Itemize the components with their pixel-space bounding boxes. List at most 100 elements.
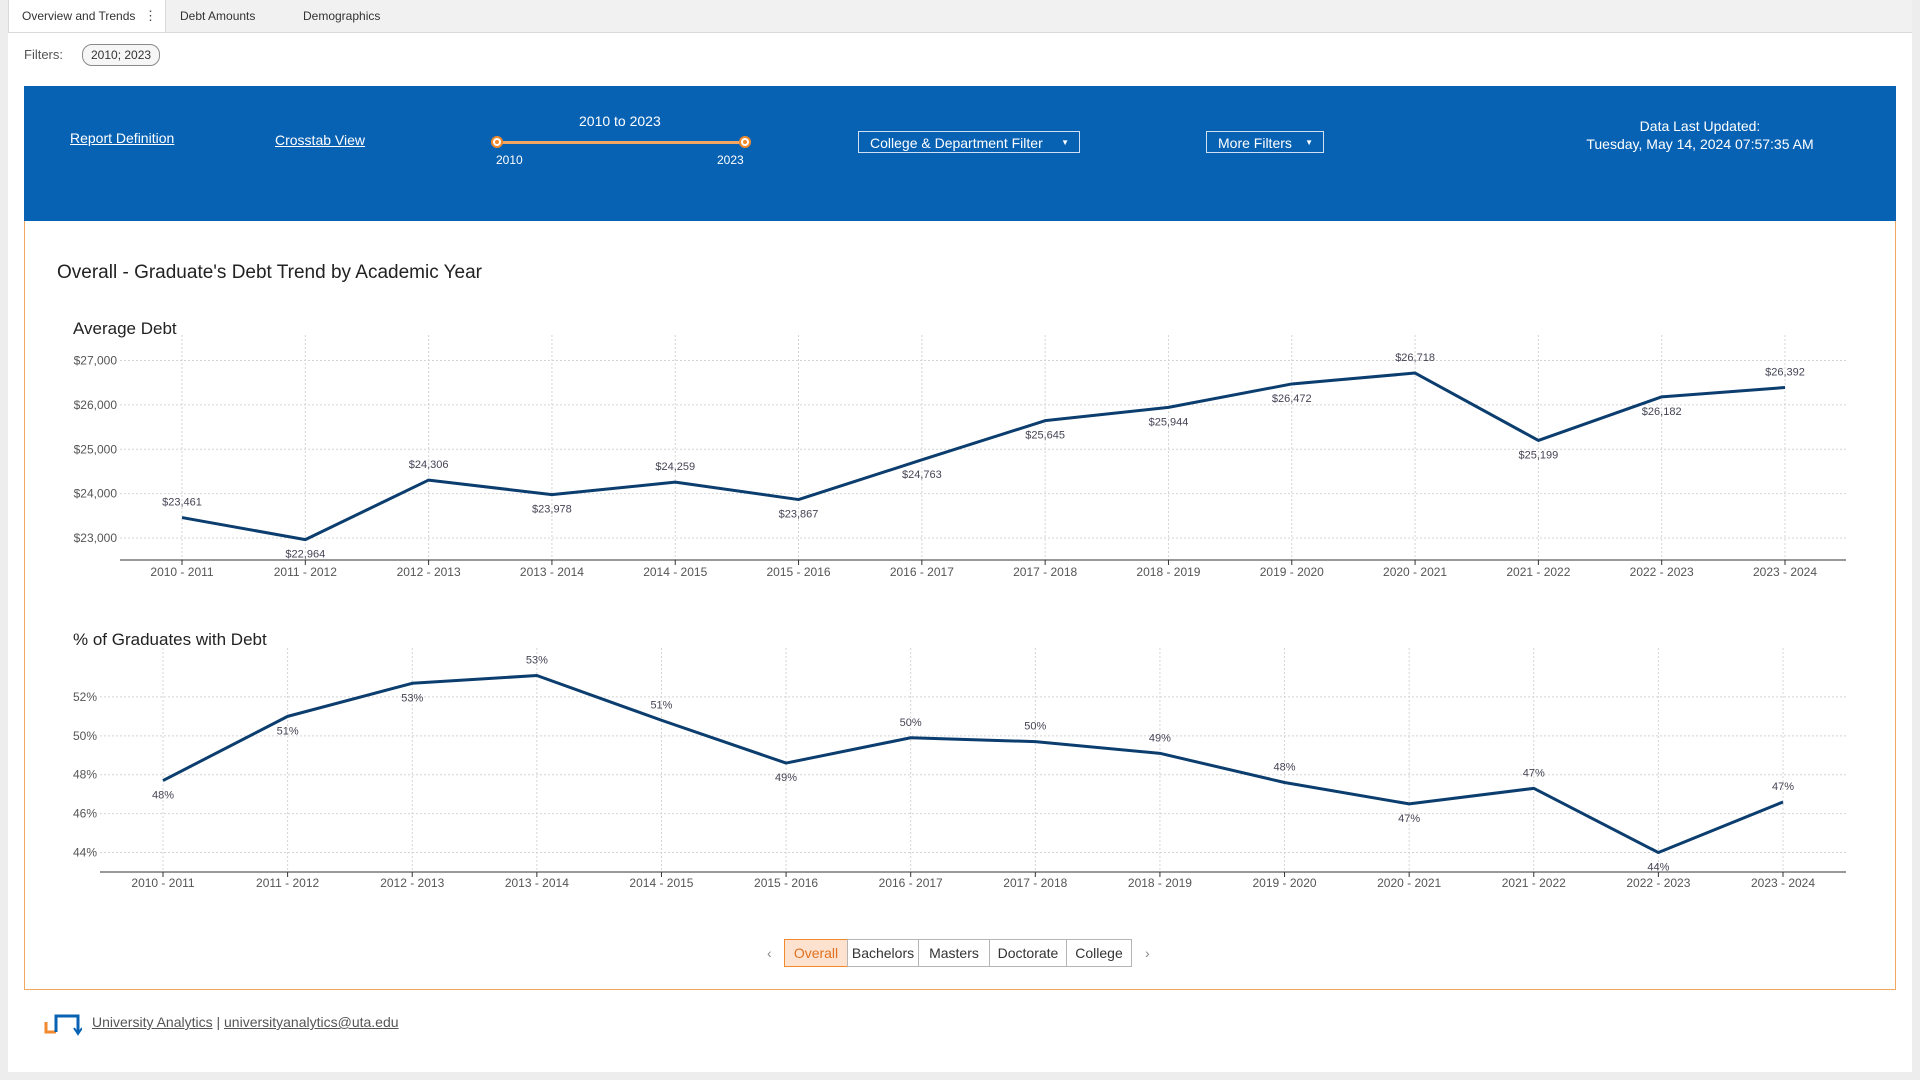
year-range-max-label: 2023	[717, 153, 744, 167]
x-tick-label: 2015 - 2016	[767, 565, 831, 579]
x-tick-label: 2019 - 2020	[1260, 565, 1324, 579]
year-range-track[interactable]	[497, 141, 747, 144]
data-label: 51%	[650, 699, 672, 711]
data-label: $25,944	[1149, 416, 1189, 428]
data-label: $23,867	[779, 509, 819, 521]
year-range-title: 2010 to 2023	[579, 113, 661, 129]
data-label: 47%	[1772, 781, 1794, 793]
series-line	[162, 674, 1784, 855]
x-tick-label: 2010 - 2011	[150, 565, 213, 579]
chart-title-percent-with-debt: % of Graduates with Debt	[73, 630, 267, 649]
data-last-updated-value: Tuesday, May 14, 2024 07:57:35 AM	[1586, 136, 1814, 152]
data-label: 51%	[277, 725, 299, 737]
tab-label: Overview and Trends	[22, 9, 136, 23]
y-tick-label: $26,000	[74, 398, 118, 412]
more-filters-button[interactable]: More Filters ▼	[1206, 131, 1324, 153]
data-label: $26,392	[1765, 367, 1805, 379]
x-tick-label: 2023 - 2024	[1753, 565, 1817, 579]
data-label: 47%	[1398, 813, 1420, 825]
x-tick-label: 2014 - 2015	[643, 565, 707, 579]
data-label: 49%	[1149, 732, 1171, 744]
data-label: $24,763	[902, 469, 942, 481]
segment-doctorate-button[interactable]: Doctorate	[989, 939, 1067, 967]
caret-down-icon: ▼	[1305, 138, 1313, 147]
filter-pill[interactable]: 2010; 2023	[82, 44, 161, 66]
tab-label: Demographics	[303, 9, 381, 23]
university-analytics-logo-icon	[44, 1014, 82, 1036]
tab-overview-and-trends[interactable]: Overview and Trends ⋮	[8, 0, 166, 32]
series-line	[181, 371, 1786, 542]
x-tick-label: 2020 - 2021	[1383, 565, 1447, 579]
segment-masters-button[interactable]: Masters	[918, 939, 990, 967]
y-tick-label: 50%	[73, 729, 97, 743]
x-tick-label: 2022 - 2023	[1626, 876, 1690, 890]
y-tick-label: $24,000	[74, 487, 118, 501]
tab-debt-amounts[interactable]: Debt Amounts	[180, 0, 280, 32]
x-tick-label: 2020 - 2021	[1377, 876, 1441, 890]
tab-bar: Overview and Trends ⋮ Debt Amounts Demog…	[8, 0, 1912, 33]
data-last-updated: Data Last Updated: Tuesday, May 14, 2024…	[1560, 117, 1840, 153]
university-analytics-link[interactable]: University Analytics	[92, 1014, 213, 1030]
footer: University Analytics | universityanalyti…	[92, 1014, 399, 1030]
chart-title-average-debt: Average Debt	[73, 319, 177, 338]
x-tick-label: 2021 - 2022	[1502, 876, 1566, 890]
x-tick-label: 2011 - 2012	[256, 876, 319, 890]
y-tick-label: 48%	[73, 768, 97, 782]
x-tick-label: 2015 - 2016	[754, 876, 818, 890]
next-arrow[interactable]: ›	[1145, 945, 1150, 961]
data-label: 48%	[1274, 762, 1296, 774]
x-tick-label: 2016 - 2017	[890, 565, 954, 579]
prev-arrow[interactable]: ‹	[767, 945, 772, 961]
data-label: $25,199	[1519, 449, 1559, 461]
x-tick-label: 2013 - 2014	[505, 876, 569, 890]
year-range-min-handle[interactable]	[491, 136, 503, 148]
data-label: $24,259	[655, 461, 695, 473]
more-filters-label: More Filters	[1218, 135, 1292, 151]
college-department-filter-label: College & Department Filter	[870, 135, 1043, 151]
chart-panel	[24, 221, 1896, 990]
data-label: $26,472	[1272, 393, 1312, 405]
y-tick-label: 44%	[73, 846, 97, 860]
year-range-max-handle[interactable]	[739, 136, 751, 148]
email-link[interactable]: universityanalytics@uta.edu	[224, 1014, 399, 1030]
y-tick-label: $23,000	[74, 531, 118, 545]
data-label: $26,182	[1642, 406, 1682, 418]
data-label: $24,306	[409, 459, 449, 471]
page-title: Overall - Graduate's Debt Trend by Acade…	[57, 262, 483, 283]
segment-bachelors-button[interactable]: Bachelors	[847, 939, 919, 967]
x-tick-label: 2012 - 2013	[397, 565, 461, 579]
y-tick-label: 52%	[73, 690, 97, 704]
control-banner: Report Definition Crosstab View	[24, 86, 1896, 221]
data-label: $25,645	[1025, 430, 1065, 442]
data-label: 53%	[526, 655, 548, 667]
caret-down-icon: ▼	[1061, 138, 1069, 147]
data-label: $26,718	[1395, 352, 1435, 364]
crosstab-view-link[interactable]: Crosstab View	[275, 132, 366, 148]
x-tick-label: 2012 - 2013	[380, 876, 444, 890]
data-label: 47%	[1523, 767, 1545, 779]
y-tick-label: 46%	[73, 807, 97, 821]
tab-demographics[interactable]: Demographics	[303, 0, 403, 32]
x-tick-label: 2018 - 2019	[1136, 565, 1200, 579]
segment-overall-button[interactable]: Overall	[784, 939, 848, 967]
footer-separator: |	[216, 1014, 221, 1030]
x-tick-label: 2013 - 2014	[520, 565, 584, 579]
data-label: 50%	[1024, 721, 1046, 733]
kebab-menu-icon[interactable]: ⋮	[144, 8, 157, 23]
data-last-updated-label: Data Last Updated:	[1639, 118, 1761, 134]
data-label: $23,461	[162, 497, 202, 509]
x-tick-label: 2019 - 2020	[1253, 876, 1317, 890]
x-tick-label: 2021 - 2022	[1506, 565, 1570, 579]
x-tick-label: 2016 - 2017	[879, 876, 943, 890]
report-definition-link[interactable]: Report Definition	[70, 130, 175, 146]
data-label: 48%	[152, 790, 174, 802]
x-tick-label: 2018 - 2019	[1128, 876, 1192, 890]
y-tick-label: $27,000	[74, 354, 118, 368]
x-tick-label: 2017 - 2018	[1013, 565, 1077, 579]
college-department-filter-button[interactable]: College & Department Filter ▼	[858, 131, 1080, 153]
segment-college-button[interactable]: College	[1066, 939, 1132, 967]
tab-label: Debt Amounts	[180, 9, 256, 23]
data-label: 44%	[1647, 862, 1669, 874]
year-range-min-label: 2010	[496, 153, 523, 167]
